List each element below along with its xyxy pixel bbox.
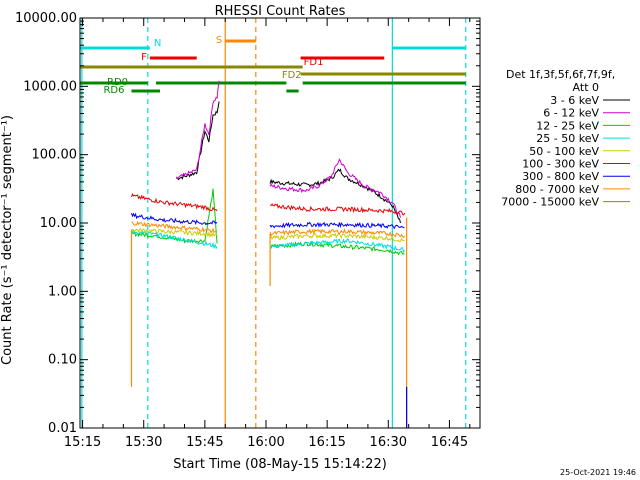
legend-entry-label-5: 100 - 300 keV <box>522 158 599 171</box>
chart-title: RHESSI Count Rates <box>215 4 346 19</box>
series-line-0-0 <box>176 101 220 181</box>
y-tick-label-0: 0.01 <box>48 421 77 436</box>
legend-entry-label-6: 300 - 800 keV <box>522 170 599 183</box>
spike-lines <box>130 217 408 428</box>
x-tick-label-0: 15:15 <box>64 435 101 450</box>
axes: 0.01 0.10 1.00 10.00 100.00 1000.00 10000.00 15… <box>15 11 481 450</box>
x-axis-label: Start Time (08-May-15 15:14:22) <box>173 457 387 472</box>
series-line-4-0 <box>131 227 218 238</box>
y-tick-label-2: 1.00 <box>48 284 77 299</box>
y-tick-label-1: 0.10 <box>48 353 77 368</box>
x-tick-label-4: 16:15 <box>308 435 345 450</box>
series-line-3-1 <box>269 238 406 254</box>
series-line-7-1 <box>269 228 406 239</box>
legend-entry-label-7: 800 - 7000 keV <box>515 183 599 196</box>
series-line-1-1 <box>269 158 401 218</box>
y-tick-label-3: 10.00 <box>40 216 77 231</box>
x-tick-label-6: 16:45 <box>431 435 468 450</box>
legend-entry-label-0: 3 - 6 keV <box>550 94 599 107</box>
legend-att: Att 0 <box>573 81 599 94</box>
legend-entry-label-3: 25 - 50 keV <box>536 132 599 145</box>
x-tick-label-5: 16:30 <box>370 435 407 450</box>
series-line-6-1 <box>269 221 405 230</box>
flag-label-4: FD1 <box>304 57 324 68</box>
x-tick-label-3: 16:00 <box>247 435 284 450</box>
flag-label-10: RD6 <box>103 85 124 96</box>
legend-header: Det 1f,3f,5f,6f,7f,9f, <box>506 68 615 81</box>
y-axis-label: Count Rate (s⁻¹ detector⁻¹ segment⁻¹) <box>0 115 15 365</box>
series-line-5-1 <box>269 203 406 216</box>
series-line-1-0 <box>175 80 220 179</box>
series-line-3-0 <box>131 228 218 250</box>
flag-label-2: S <box>216 35 222 46</box>
legend-entry-label-2: 12 - 25 keV <box>536 119 599 132</box>
series-lines <box>131 80 406 256</box>
flag-label-0: N <box>154 38 161 49</box>
flag-label-3: F <box>141 52 147 63</box>
flag-label-7: RD0 <box>107 77 128 88</box>
x-tick-label-2: 15:45 <box>186 435 223 450</box>
series-line-2-1 <box>269 240 405 256</box>
timestamp: 25-Oct-2021 19:46 <box>560 468 636 477</box>
flag-label-6: FD2 <box>282 70 302 81</box>
series-line-6-0 <box>131 212 218 226</box>
series-line-5-0 <box>131 193 218 212</box>
y-tick-label-6: 10000.00 <box>15 11 77 26</box>
legend-entry-label-8: 7000 - 15000 keV <box>501 196 599 209</box>
legend: Det 1f,3f,5f,6f,7f,9f, Att 0 3 - 6 keV6 … <box>501 68 630 209</box>
x-tick-label-1: 15:30 <box>125 435 162 450</box>
series-line-7-0 <box>131 220 218 234</box>
series-line-4-1 <box>269 232 405 243</box>
y-tick-label-5: 1000.00 <box>23 79 77 94</box>
y-tick-label-4: 100.00 <box>32 148 78 163</box>
series-line-0-1 <box>269 168 401 224</box>
plot-area <box>80 18 480 428</box>
legend-entry-label-1: 6 - 12 keV <box>543 107 599 120</box>
legend-entry-label-4: 50 - 100 keV <box>529 145 599 158</box>
